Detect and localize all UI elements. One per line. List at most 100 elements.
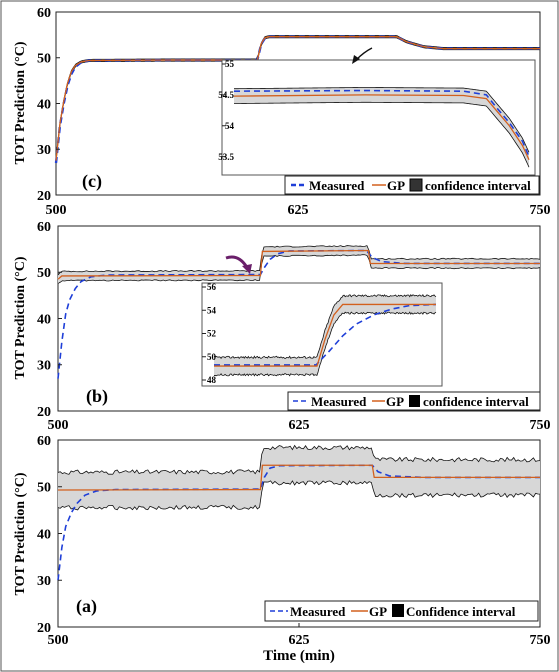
- pbi-line-gp: [214, 303, 436, 367]
- pb-band-upper-edge: [57, 245, 541, 276]
- pci-ytick-label-3: 55: [225, 59, 235, 69]
- pbi-ytick-label-0: 48: [207, 375, 217, 385]
- pci-ytick-label-2: 54.5: [218, 90, 234, 100]
- panel-b-inset-band: [213, 293, 437, 377]
- pb-line-gp: [57, 249, 540, 280]
- pbi-ytick-label-2: 52: [207, 329, 217, 339]
- pa-line-measured: [57, 464, 540, 581]
- pci-line-measured: [233, 89, 530, 157]
- panel-c-inset-bg: [221, 59, 536, 176]
- pci-band-lower-edge: [233, 101, 530, 168]
- pa-ytick-label-2: 40: [37, 527, 51, 542]
- panel-b-inset-series: [214, 303, 437, 367]
- pa-ytick-label-1: 30: [37, 574, 51, 589]
- pbi-ytick-label-3: 54: [207, 305, 217, 315]
- pbi-band-fill: [214, 294, 436, 376]
- panel-b-inset: 48 50 52 54 56: [201, 282, 443, 387]
- panel-a-ylabel: TOT Prediction (°C): [13, 472, 28, 595]
- pci-line-gp: [233, 94, 530, 161]
- pc-xtick-label-0: 500: [46, 203, 67, 218]
- pc-ytick-label-3: 50: [37, 52, 51, 67]
- panel-b-inset-y-ticks: 48 50 52 54 56: [202, 282, 217, 385]
- panel-a-label: (a): [76, 596, 97, 617]
- panel-a-confidence-band: [57, 444, 541, 511]
- pbi-ytick-label-1: 50: [207, 352, 217, 362]
- panel-b-legend: Measured GP confidence interval: [287, 391, 541, 411]
- panel-c-series: [54, 35, 540, 164]
- pbi-band-lower-edge: [213, 311, 437, 377]
- pb-ytick-label-4: 60: [37, 220, 51, 235]
- panel-c-inset-y-ticks: 53.5 54 54.5 55: [218, 59, 234, 162]
- pb-band-fill: [58, 245, 540, 284]
- pa-xtick-label-0: 500: [48, 633, 69, 648]
- pa-xtick-label-2: 750: [530, 633, 551, 648]
- panel-b-legend-measured: Measured: [311, 394, 367, 409]
- panel-b-series: [57, 249, 540, 379]
- panel-c-ylabel: TOT Prediction (°C): [13, 41, 28, 164]
- panel-c-x-ticks: 500 625 750: [46, 191, 551, 218]
- panel-c-y-ticks: 20 30 40 50 60: [37, 6, 60, 204]
- panel-c-zoom-arrowhead: [352, 55, 360, 64]
- panel-b-legend-band-swatch: [409, 395, 420, 407]
- panel-c-label: (c): [82, 171, 102, 192]
- panel-a: 20 30 40 50 60 500 625 750 TOT Prediction (°C)…: [13, 434, 551, 664]
- panel-b-label: (b): [86, 386, 108, 407]
- panel-c-inset-series: [233, 89, 530, 161]
- panel-a-legend-gp: GP: [369, 604, 387, 619]
- pb-band-lower-edge: [57, 254, 541, 284]
- pa-band-upper-edge: [57, 444, 541, 475]
- panel-c: 20 30 40 50 60 500 625 750 TOT Prediction (°C)…: [13, 6, 551, 218]
- panel-b-y-ticks: 20 30 40 50 60: [37, 220, 62, 420]
- pa-xtick-label-1: 625: [289, 633, 310, 648]
- panel-a-y-ticks: 20 30 40 50 60: [37, 434, 62, 636]
- pc-ytick-label-4: 60: [37, 6, 51, 21]
- pb-ytick-label-1: 30: [37, 359, 51, 374]
- pa-band-lower-edge: [57, 480, 541, 511]
- pb-ytick-label-3: 50: [37, 266, 51, 281]
- panel-c-legend: Measured GP confidence interval: [284, 175, 540, 195]
- pci-band-upper-edge: [233, 87, 530, 153]
- pc-xtick-label-2: 750: [530, 203, 551, 218]
- panel-a-x-ticks: 500 625 750: [48, 623, 551, 648]
- pbi-line-measured: [214, 303, 437, 366]
- pa-band-fill: [58, 445, 540, 510]
- panel-c-legend-band-swatch: [409, 178, 423, 192]
- pb-xtick-label-1: 625: [289, 418, 310, 433]
- pbi-band-upper-edge: [213, 293, 437, 359]
- panel-b-legend-band: confidence interval: [423, 394, 529, 409]
- panel-a-legend-measured: Measured: [290, 604, 346, 619]
- pci-ytick-label-0: 53.5: [218, 152, 234, 162]
- panel-c-legend-band: confidence interval: [425, 178, 531, 193]
- panel-a-legend-band: Confidence interval: [406, 604, 516, 619]
- panel-a-legend: Measured GP Confidence interval: [264, 600, 539, 622]
- pbi-ytick-label-4: 56: [207, 282, 217, 292]
- pa-line-gp: [57, 464, 540, 491]
- panel-b: 20 30 40 50 60 500 625 750 TOT Prediction (°C)…: [13, 220, 551, 433]
- panel-c-inset: 53.5 54 54.5 55: [218, 59, 536, 176]
- pc-line-gp: [55, 36, 540, 161]
- pa-ytick-label-3: 50: [37, 481, 51, 496]
- panel-b-zoom-arrow: [225, 255, 248, 267]
- panel-b-x-ticks: 500 625 750: [48, 407, 551, 433]
- panel-b-confidence-band: [57, 245, 541, 284]
- panel-c-legend-gp: GP: [387, 178, 405, 193]
- panel-a-series: [57, 464, 540, 581]
- panel-b-zoom-arrowhead: [242, 264, 252, 274]
- panel-a-legend-band-swatch: [392, 604, 404, 617]
- pa-ytick-label-4: 60: [37, 434, 51, 449]
- pc-ytick-label-2: 40: [37, 97, 51, 112]
- pci-ytick-label-1: 54: [225, 121, 235, 131]
- panel-b-legend-gp: GP: [386, 394, 404, 409]
- panel-b-ylabel: TOT Prediction (°C): [13, 256, 28, 379]
- pb-xtick-label-2: 750: [530, 418, 551, 433]
- pc-ytick-label-0: 20: [37, 189, 51, 204]
- pb-xtick-label-0: 500: [48, 418, 69, 433]
- panel-a-xlabel: Time (min): [263, 648, 335, 664]
- panel-c-legend-measured: Measured: [309, 178, 365, 193]
- pb-ytick-label-0: 20: [37, 405, 51, 420]
- pc-xtick-label-1: 625: [288, 203, 309, 218]
- pc-ytick-label-1: 30: [37, 143, 51, 158]
